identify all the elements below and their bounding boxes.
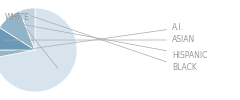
Text: ASIAN: ASIAN [4, 36, 195, 44]
Text: WHITE: WHITE [5, 14, 58, 68]
Wedge shape [19, 8, 35, 50]
Wedge shape [0, 28, 35, 50]
Wedge shape [0, 50, 35, 58]
Text: HISPANIC: HISPANIC [15, 23, 207, 60]
Wedge shape [0, 11, 35, 50]
Text: A.I.: A.I. [2, 24, 184, 53]
Text: BLACK: BLACK [31, 16, 197, 72]
Wedge shape [0, 8, 77, 92]
